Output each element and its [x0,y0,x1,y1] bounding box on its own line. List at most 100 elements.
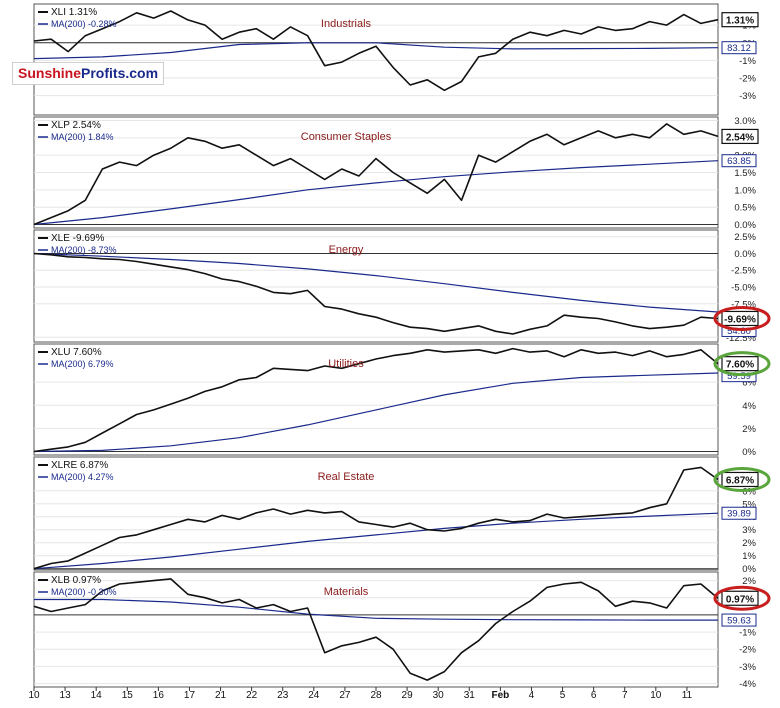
legend-ma-materials: MA(200) -0.30% [51,587,117,597]
x-tick-label: 23 [277,690,289,701]
y-tick-label-staples: 1.5% [734,168,756,179]
y-tick-label-staples: 3.0% [734,116,756,127]
price-value-box-staples [721,128,759,145]
watermark-logo: SunshineProfits.com [12,62,165,85]
y-tick-label-staples: 0.0% [734,220,756,231]
panel-title-utilities: Utilities [328,358,364,370]
x-tick-label: 13 [60,690,72,701]
ma-line-staples [33,160,719,226]
panel-title-materials: Materials [324,586,369,598]
y-tick-label-staples: 0.5% [734,203,756,214]
x-tick-label: 11 [682,690,693,701]
price-line-staples [33,123,719,226]
y-tick-label-materials: -3% [739,662,756,673]
x-tick-label: 24 [308,690,320,701]
y-tick-label-energy: 2.5% [734,232,756,243]
ma-line-energy [33,252,719,313]
y-tick-label-materials: 2% [742,576,756,587]
price-line-energy [33,252,719,335]
watermark-part1: Sunshine [18,65,82,81]
panel-frame-materials [33,571,719,688]
legend-price-materials: XLB 0.97% [51,575,101,586]
x-tick-label: 15 [122,690,134,701]
y-tick-label-realestate: 0% [742,564,756,575]
price-value-box-energy [721,310,759,327]
ma-line-utilities [33,372,719,453]
legend-ma-staples: MA(200) 1.84% [51,132,114,142]
x-tick-label: 7 [622,690,628,701]
y-tick-label-energy: 0.0% [734,249,756,260]
ma-value-label-industrials: 83.12 [727,43,751,54]
legend-price-staples: XLP 2.54% [51,120,101,131]
y-tick-label-materials: -2% [739,645,756,656]
panel-frame-realestate [33,456,719,571]
x-tick-label: 27 [339,690,351,701]
y-tick-label-realestate: 1% [742,551,756,562]
y-tick-label-utilities: 2% [742,424,756,435]
panel-title-realestate: Real Estate [318,471,375,483]
legend-price-industrials: XLI 1.31% [51,7,97,18]
y-tick-label-realestate: 2% [742,538,756,549]
legend-ma-industrials: MA(200) -0.28% [51,19,117,29]
x-tick-label: 31 [464,690,476,701]
y-tick-label-materials: -4% [739,679,756,690]
legend-price-energy: XLE -9.69% [51,233,104,244]
x-tick-label: 10 [650,690,662,701]
price-line-industrials [33,10,719,92]
highlight-circle-materials [713,585,771,611]
y-tick-label-utilities: 6% [742,378,756,389]
y-tick-label-materials: -1% [739,628,756,639]
y-tick-label-industrials: -1% [739,56,756,67]
panel-frame-utilities [33,343,719,456]
panel-title-industrials: Industrials [321,18,372,30]
ma-value-label-realestate: 39.89 [727,509,751,520]
y-tick-label-realestate: 5% [742,499,756,510]
x-tick-label: 14 [91,690,103,701]
ma-value-box-realestate [721,506,757,520]
y-tick-label-realestate: 3% [742,525,756,536]
price-value-label-staples: 2.54% [726,132,754,143]
x-tick-label: 21 [215,690,227,701]
x-tick-label: 17 [184,690,196,701]
y-tick-label-energy: -2.5% [731,266,756,277]
panel-title-staples: Consumer Staples [301,131,392,143]
x-tick-label: 4 [529,690,535,701]
price-value-box-materials [721,590,759,606]
legend-ma-energy: MA(200) -8.73% [51,245,117,255]
ma-value-box-materials [721,613,757,627]
ma-value-label-utilities: 59.59 [727,371,751,382]
x-tick-label: 10 [28,690,40,701]
x-tick-label: 22 [246,690,258,701]
legend-ma-utilities: MA(200) 6.79% [51,359,114,369]
x-tick-label: 16 [153,690,165,701]
x-tick-label: Feb [491,690,509,701]
price-value-label-industrials: 1.31% [726,16,754,27]
legend-price-realestate: XLRE 6.87% [51,460,108,471]
x-tick-label: 6 [591,690,597,701]
y-tick-label-energy: -7.5% [731,299,756,310]
price-value-label-materials: 0.97% [726,594,754,605]
price-value-label-utilities: 7.60% [726,360,754,371]
legend-ma-realestate: MA(200) 4.27% [51,472,114,482]
y-tick-label-industrials: -2% [739,74,756,85]
y-tick-label-utilities: 0% [742,447,756,458]
highlight-circle-realestate [713,466,771,492]
price-value-label-energy: -9.69% [724,314,756,325]
price-value-box-utilities [721,356,759,372]
panel-frame-energy [33,229,719,343]
price-line-utilities [33,347,719,453]
ma-value-box-staples [721,154,757,168]
y-tick-label-energy: -5.0% [731,283,756,294]
x-tick-label: 29 [402,690,414,701]
price-value-box-realestate [721,471,759,488]
x-tick-label: 28 [370,690,382,701]
panel-title-energy: Energy [329,244,364,256]
y-tick-label-utilities: 4% [742,401,756,412]
legend-price-utilities: XLU 7.60% [51,347,102,358]
ma-line-industrials [33,42,719,60]
ma-value-label-materials: 59.63 [727,616,751,627]
highlight-circle-utilities [713,351,771,377]
ma-value-box-industrials [721,41,757,55]
ma-value-label-energy: 54.80 [727,326,751,337]
